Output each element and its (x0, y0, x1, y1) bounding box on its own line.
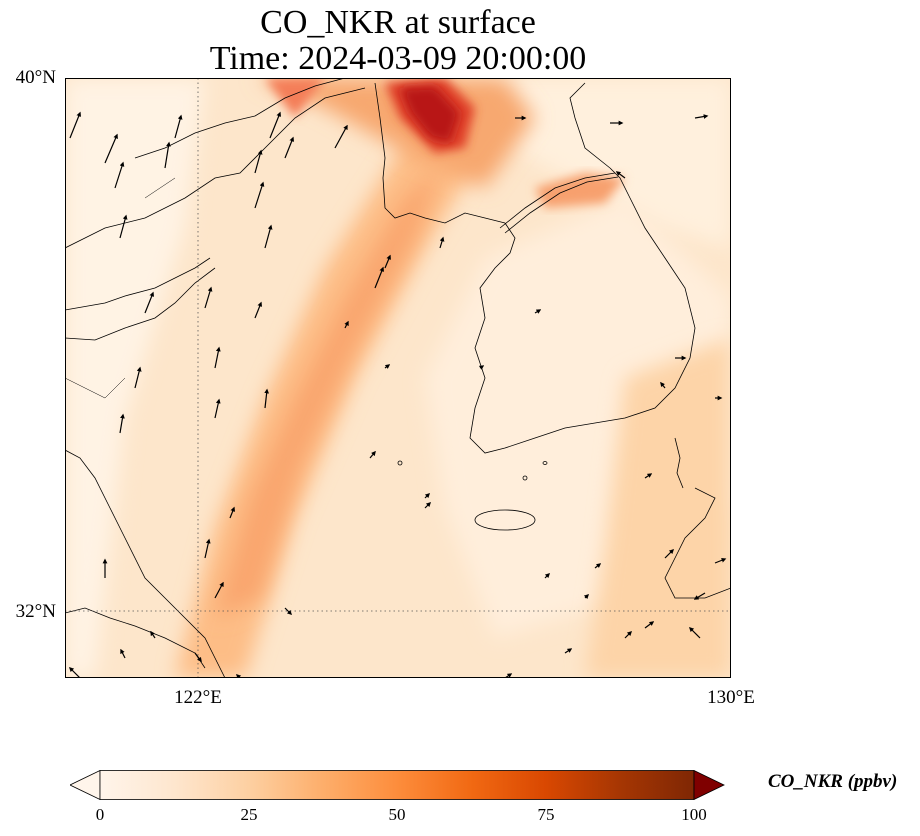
lon-tick-130: 130°E (707, 687, 755, 708)
wind-arrow (214, 398, 221, 419)
colorbar-tick-100: 100 (681, 805, 707, 824)
boundary-dmz-2 (504, 176, 619, 234)
colorbar-gradient (99, 770, 695, 800)
colorbar-extend-high (693, 770, 725, 800)
wind-arrow (644, 621, 655, 629)
wind-arrow (204, 538, 211, 559)
wind-arrow (264, 388, 270, 409)
coastline-nk-west (374, 82, 506, 224)
wind-arrow (114, 161, 125, 189)
colorbar-tick-50: 50 (388, 805, 406, 824)
wind-arrow (254, 181, 265, 209)
wind-arrow (424, 501, 432, 509)
map-time: Time: 2024-03-09 20:00:00 (209, 40, 587, 77)
wind-arrow (693, 592, 706, 600)
wind-arrow (254, 301, 262, 319)
wind-arrow (174, 114, 183, 139)
wind-arrow (120, 648, 126, 659)
wind-arrow (194, 652, 202, 663)
wind-arrow (119, 214, 128, 239)
coastline-korea (469, 167, 696, 454)
gridlines (65, 78, 731, 678)
coastline-jiangsu (65, 449, 226, 678)
wind-arrow (214, 346, 221, 369)
coastline-tsushima (674, 437, 684, 489)
wind-arrow (644, 473, 653, 479)
wind-arrow (269, 111, 281, 139)
wind-arrow (439, 236, 445, 249)
coastline-nk-east (569, 82, 611, 169)
wind-arrow (694, 114, 709, 119)
coastline-china-north (65, 87, 366, 249)
field-hotspot-core (400, 86, 460, 143)
wind-arrow (214, 581, 224, 599)
field-dmz-band (535, 173, 625, 208)
wind-arrow (69, 111, 81, 139)
wind-arrow (714, 558, 727, 564)
wind-arrow (384, 254, 391, 269)
wind-arrow (204, 286, 213, 309)
wind-vectors (68, 111, 727, 678)
coastline-shandong-south (65, 267, 216, 341)
island-3 (542, 461, 548, 465)
wind-arrow (594, 563, 602, 569)
coastline-jeju (474, 509, 536, 531)
wind-arrow (424, 492, 431, 499)
wind-arrow (284, 607, 293, 616)
wind-arrow (660, 381, 666, 389)
lat-tick-32: 32°N (15, 601, 56, 622)
concentration-field (65, 78, 731, 678)
map-frame (65, 78, 731, 678)
colorbar-tick-25: 25 (240, 805, 258, 824)
boundary-province-2 (144, 177, 176, 199)
island-1 (397, 460, 403, 466)
wind-arrow (104, 133, 118, 164)
lat-tick-40: 40°N (15, 67, 56, 88)
field-southeast (585, 338, 731, 678)
wind-arrow (254, 149, 263, 174)
map-title: CO_NKR at surface (260, 4, 536, 41)
colorbar-tick-75: 75 (537, 805, 555, 824)
wind-arrow (374, 266, 384, 289)
wind-arrow (144, 291, 154, 314)
wind-arrow (534, 309, 542, 314)
field-plume-inner (215, 168, 440, 618)
wind-arrow (164, 141, 171, 169)
wind-arrow (119, 413, 125, 434)
wind-arrow (564, 648, 573, 654)
lon-tick-122: 122°E (174, 687, 222, 708)
island-2 (522, 475, 528, 481)
wind-arrow (150, 630, 156, 639)
wind-arrow (369, 450, 376, 459)
wind-arrow (664, 548, 675, 559)
wind-arrow (384, 364, 391, 369)
wind-arrow (229, 506, 235, 519)
wind-arrow (688, 626, 701, 639)
colorbar-tick-0: 0 (95, 805, 105, 824)
colorbar (70, 770, 725, 800)
wind-arrow (615, 171, 626, 179)
wind-arrow (478, 365, 485, 370)
boundary-dmz-1 (499, 172, 616, 229)
wind-arrow (344, 320, 349, 329)
wind-arrow (544, 572, 551, 579)
colorbar-label: CO_NKR (ppbv) (768, 771, 898, 792)
wind-arrow (624, 630, 633, 639)
field-low-west (65, 78, 205, 678)
colorbar-extend-low (70, 770, 101, 800)
wind-arrow (284, 136, 294, 159)
coastline-shandong-north (65, 257, 211, 311)
wind-arrow (334, 124, 348, 149)
map-panel (65, 78, 731, 678)
wind-arrow (68, 666, 81, 678)
wind-arrow (583, 593, 590, 600)
wind-arrow (134, 366, 142, 389)
wind-arrow (264, 224, 273, 249)
boundary-province-1 (65, 377, 126, 399)
